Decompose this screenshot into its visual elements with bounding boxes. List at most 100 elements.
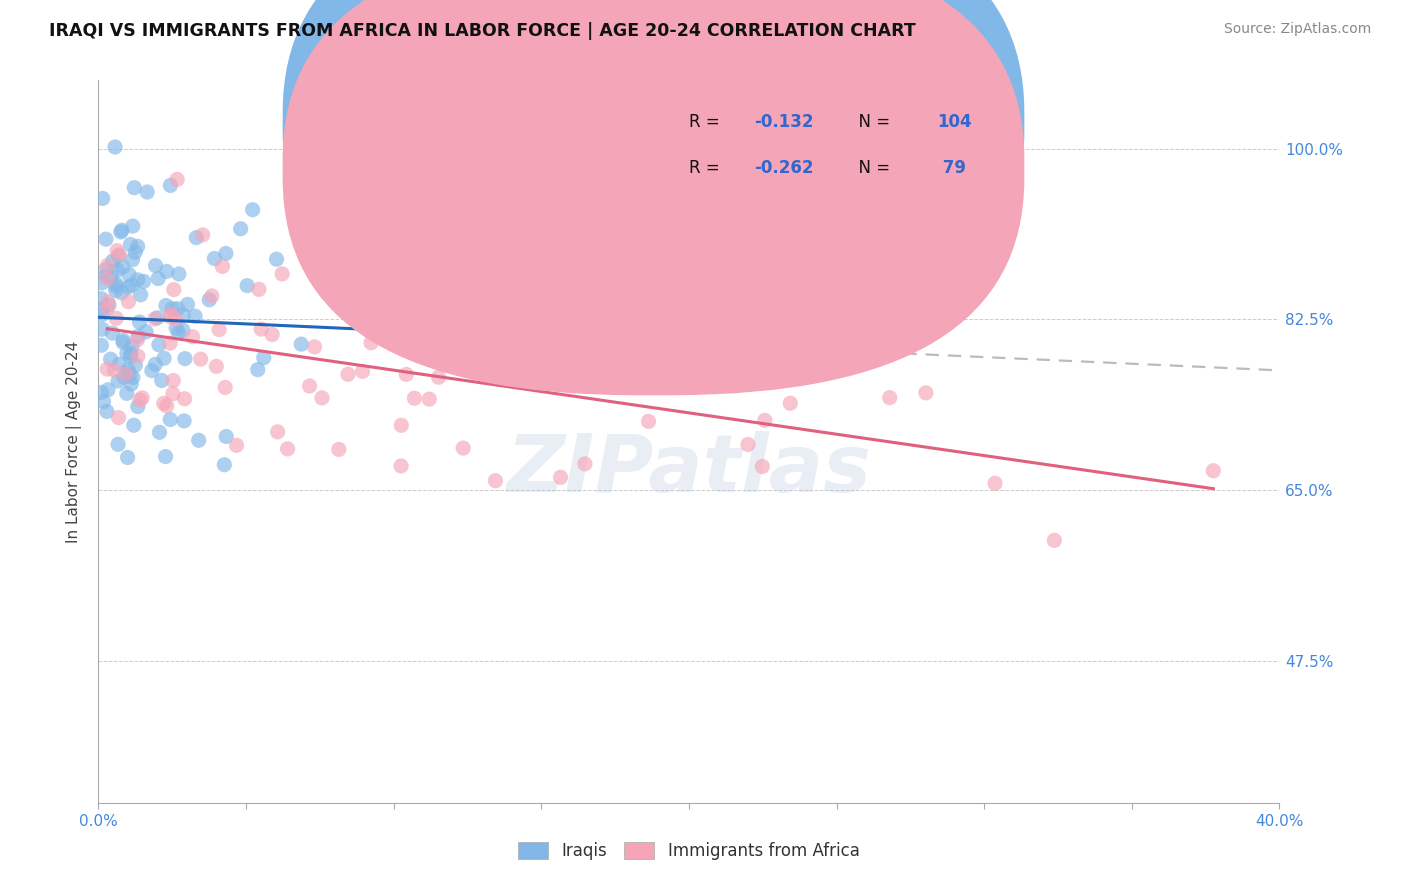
- Point: [404, 391, 426, 405]
- Point: [146, 310, 169, 325]
- Point: [121, 252, 143, 267]
- Point: [160, 301, 183, 316]
- Point: [304, 340, 326, 354]
- Point: [91, 191, 114, 205]
- Point: [117, 280, 139, 294]
- Point: [277, 442, 299, 456]
- Point: [215, 246, 238, 260]
- Point: [143, 357, 166, 371]
- Point: [159, 307, 181, 321]
- Point: [637, 414, 659, 428]
- Point: [132, 274, 155, 288]
- Point: [173, 414, 195, 428]
- Point: [105, 311, 128, 326]
- Point: [176, 297, 198, 311]
- Point: [333, 242, 356, 256]
- Point: [418, 392, 440, 406]
- Point: [153, 351, 176, 366]
- Point: [208, 322, 231, 336]
- Point: [328, 442, 350, 457]
- Point: [181, 330, 204, 344]
- Point: [93, 394, 115, 409]
- Point: [156, 264, 179, 278]
- Point: [146, 271, 169, 285]
- Point: [110, 225, 132, 239]
- Point: [214, 458, 236, 472]
- Point: [121, 278, 143, 293]
- Point: [110, 285, 132, 300]
- Y-axis label: In Labor Force | Age 20-24: In Labor Force | Age 20-24: [66, 341, 83, 542]
- Point: [91, 276, 114, 290]
- Point: [150, 374, 173, 388]
- Point: [262, 327, 284, 342]
- Point: [486, 333, 509, 347]
- Point: [215, 429, 238, 443]
- Point: [90, 338, 112, 352]
- Point: [115, 386, 138, 401]
- Point: [191, 227, 214, 242]
- Point: [165, 312, 187, 326]
- Point: [533, 293, 555, 307]
- Point: [107, 249, 129, 263]
- Point: [90, 292, 112, 306]
- Point: [148, 338, 170, 352]
- Point: [121, 340, 143, 354]
- Point: [984, 476, 1007, 491]
- Point: [165, 321, 187, 335]
- Point: [159, 178, 181, 193]
- Point: [427, 370, 450, 384]
- Point: [111, 223, 134, 237]
- Point: [389, 458, 412, 473]
- Point: [121, 219, 143, 233]
- Point: [115, 367, 138, 381]
- Point: [1202, 464, 1225, 478]
- Point: [271, 267, 294, 281]
- Legend: Iraqis, Immigrants from Africa: Iraqis, Immigrants from Africa: [512, 835, 866, 867]
- Point: [481, 261, 503, 276]
- Point: [94, 232, 117, 246]
- Point: [236, 278, 259, 293]
- Point: [143, 312, 166, 326]
- Point: [247, 282, 270, 296]
- Point: [640, 339, 662, 353]
- Point: [128, 315, 150, 329]
- Point: [246, 362, 269, 376]
- Point: [190, 352, 212, 367]
- Point: [117, 294, 139, 309]
- Point: [290, 337, 312, 351]
- Point: [91, 308, 114, 322]
- Point: [103, 363, 125, 377]
- Point: [352, 364, 374, 378]
- Point: [242, 202, 264, 217]
- Point: [105, 244, 128, 258]
- Point: [205, 359, 228, 374]
- Point: [97, 294, 120, 309]
- Point: [214, 380, 236, 394]
- Point: [605, 372, 627, 386]
- Point: [96, 259, 118, 273]
- Point: [166, 172, 188, 186]
- Text: R =: R =: [689, 160, 725, 178]
- Text: 79: 79: [936, 160, 966, 178]
- Point: [574, 457, 596, 471]
- Point: [127, 349, 149, 363]
- Point: [156, 399, 179, 413]
- Point: [172, 323, 194, 337]
- Point: [915, 385, 938, 400]
- Point: [198, 293, 221, 307]
- Point: [120, 377, 142, 392]
- Text: Source: ZipAtlas.com: Source: ZipAtlas.com: [1223, 22, 1371, 37]
- Point: [127, 329, 149, 343]
- Point: [104, 284, 127, 298]
- Point: [250, 322, 273, 336]
- Text: N =: N =: [848, 160, 890, 178]
- Point: [112, 370, 135, 384]
- Point: [418, 345, 440, 359]
- Point: [98, 298, 121, 312]
- Point: [107, 410, 129, 425]
- Point: [135, 325, 157, 339]
- Point: [266, 252, 288, 267]
- Point: [115, 368, 138, 382]
- Point: [634, 305, 657, 319]
- Point: [166, 301, 188, 316]
